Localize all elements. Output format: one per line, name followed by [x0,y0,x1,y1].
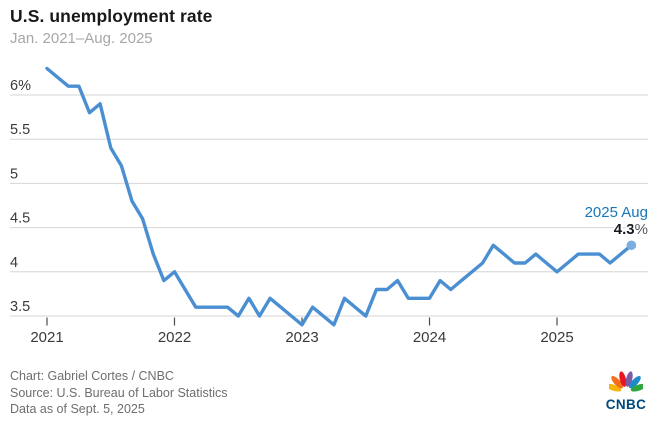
x-axis-tick-label: 2022 [158,329,191,346]
cnbc-logo: CNBC [601,369,651,412]
y-axis-tick-label: 5.5 [10,122,30,138]
unemployment-rate-line [45,66,634,327]
x-axis-tick-label: 2025 [540,329,573,346]
annotation-value: 4.3 [613,221,635,238]
latest-value-annotation: 2025 Aug 4.3% [585,204,648,238]
chart-footer: Chart: Gabriel Cortes / CNBC Source: U.S… [10,368,227,418]
y-axis-tick-label: 5 [10,166,18,182]
annotation-date: 2025 Aug [584,204,648,221]
y-axis-tick-label: 4 [10,255,18,271]
cnbc-wordmark: CNBC [605,397,647,412]
cnbc-peacock-icon [606,371,646,392]
peacock-feather [630,383,646,392]
x-axis-tick-label: 2024 [413,329,446,346]
annotation-value-line: 4.3% [585,221,648,238]
x-axis-tick-label: 2023 [285,329,318,346]
chart-title: U.S. unemployment rate [10,6,213,26]
credit-line: Chart: Gabriel Cortes / CNBC [10,369,174,383]
annotation-percent-sign: % [634,221,648,238]
y-axis-tick-label: 4.5 [10,211,30,227]
latest-point-marker [626,240,637,251]
peacock-feather [619,371,627,387]
data-as-of-line: Data as of Sept. 5, 2025 [10,402,145,416]
chart-subtitle: Jan. 2021–Aug. 2025 [10,30,153,47]
x-axis-tick-label: 2021 [30,329,63,346]
y-axis-tick-label: 3.5 [10,299,30,315]
peacock-feather [629,376,641,389]
peacock-feather [611,376,623,389]
source-line: Source: U.S. Bureau of Labor Statistics [10,385,228,400]
peacock-feather [606,383,622,392]
y-axis-tick-label: 6% [10,78,31,94]
